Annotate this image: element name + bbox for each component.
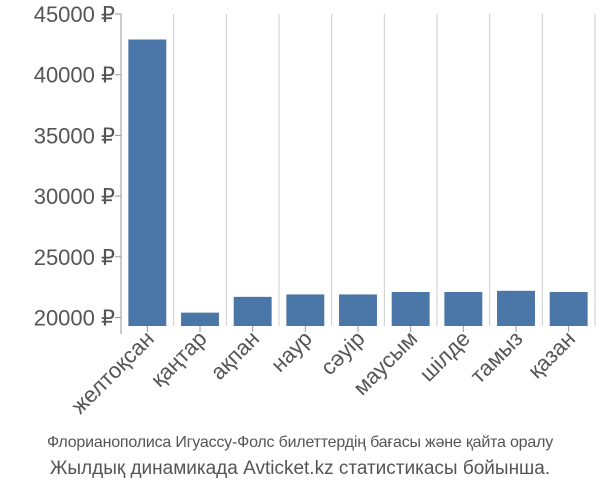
x-tick-label: желтоқсан <box>66 326 159 419</box>
bars <box>128 39 588 326</box>
x-tick-label: шілде <box>414 326 474 386</box>
bar-3 <box>233 296 272 326</box>
y-tick-label: 40000 ₽ <box>34 63 115 88</box>
x-tick-label: ақпан <box>205 326 264 385</box>
bar-5 <box>339 294 377 326</box>
y-tick-label: 35000 ₽ <box>34 123 115 148</box>
axes <box>115 13 570 334</box>
bar-8 <box>497 290 535 326</box>
bar-chart: 20000 ₽ 25000 ₽ 30000 ₽ 35000 ₽ 40000 ₽ 45000… <box>34 2 596 419</box>
grid-lines <box>173 14 596 326</box>
x-tick-label: тамыз <box>465 326 527 388</box>
caption-line-2: Жылдық динамикада Avticket.kz статистика… <box>49 458 551 479</box>
y-tick-label: 30000 ₽ <box>34 184 115 209</box>
x-tick-label: наур <box>266 326 317 377</box>
bar-6 <box>391 292 430 326</box>
caption-line-1: Флорианополиса Игуассу-Фолс билеттердің … <box>46 434 554 451</box>
y-tick-label: 45000 ₽ <box>34 2 115 27</box>
bar-2 <box>181 312 219 326</box>
bar-9 <box>549 292 588 326</box>
bar-1 <box>128 39 167 326</box>
x-tick-label: қаңтар <box>146 326 212 392</box>
x-tick-label: қазан <box>523 326 580 383</box>
bar-7 <box>444 292 483 326</box>
y-tick-label: 20000 ₽ <box>34 306 115 331</box>
y-tick-labels: 20000 ₽ 25000 ₽ 30000 ₽ 35000 ₽ 40000 ₽ 45000… <box>34 2 115 331</box>
bar-4 <box>286 294 325 326</box>
y-tick-label: 25000 ₽ <box>34 245 115 270</box>
